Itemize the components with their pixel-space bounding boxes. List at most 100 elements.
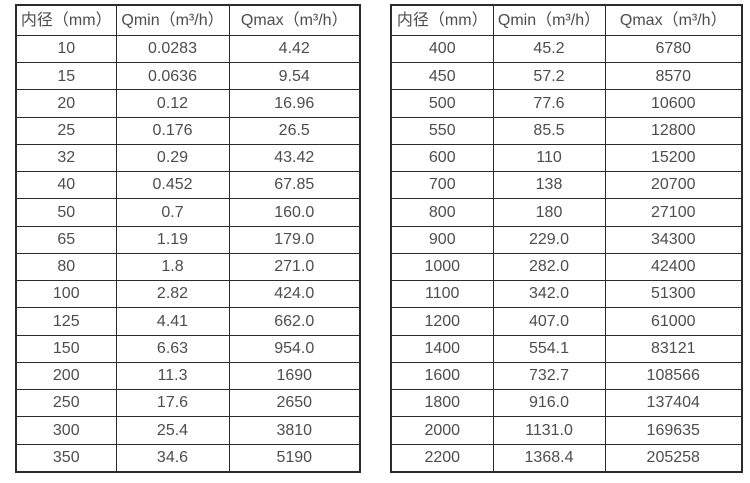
table-cell: 160.0 [228,198,361,227]
table-row: 1200 407.0 61000 [390,307,743,336]
table-cell: 65 [15,225,117,254]
table-row: 2000 1131.0 169635 [390,416,743,445]
table-row: 1000 282.0 42400 [390,252,743,282]
table-row: 400 45.2 6780 [390,34,743,64]
column-header-qmax: Qmax（m³/h） [604,4,743,36]
table-cell: 300 [15,416,117,445]
table-cell: 40 [15,171,117,200]
table-cell: 110 [492,143,606,173]
table-row: 900 229.0 34300 [390,225,743,254]
table-cell: 554.1 [492,334,606,363]
table-row: 125 4.41 662.0 [15,307,361,336]
table-cell: 2200 [390,443,494,473]
column-header-qmin: Qmin（m³/h） [492,4,606,36]
table-row: 350 34.6 5190 [15,443,361,473]
table-cell: 15200 [604,143,743,173]
table-cell: 2.82 [115,280,230,309]
table-row: 50 0.7 160.0 [15,198,361,227]
table-cell: 3810 [228,416,361,445]
table-cell: 10600 [604,89,743,118]
table-cell: 1000 [390,252,494,282]
table-cell: 250 [15,389,117,418]
table-cell: 1800 [390,389,494,418]
table-row: 100 2.82 424.0 [15,280,361,309]
table-cell: 137404 [604,389,743,418]
table-cell: 26.5 [228,116,361,145]
table-cell: 43.42 [228,143,361,173]
table-row: 500 77.6 10600 [390,89,743,118]
table-cell: 27100 [604,198,743,227]
table-cell: 0.452 [115,171,230,200]
table-cell: 6780 [604,34,743,64]
table-row: 200 11.3 1690 [15,361,361,391]
table-cell: 0.29 [115,143,230,173]
flow-spec-table-large-diameters: 内径（mm） Qmin（m³/h） Qmax（m³/h） 400 45.2 6780… [390,4,743,473]
table-cell: 0.7 [115,198,230,227]
table-cell: 2650 [228,389,361,418]
table-cell: 1131.0 [492,416,606,445]
table-cell: 732.7 [492,361,606,391]
table-row: 1600 732.7 108566 [390,361,743,391]
table-cell: 20 [15,89,117,118]
table-cell: 50 [15,198,117,227]
table-cell: 662.0 [228,307,361,336]
table-cell: 0.12 [115,89,230,118]
table-row: 80 1.8 271.0 [15,252,361,282]
table-cell: 138 [492,171,606,200]
table-cell: 179.0 [228,225,361,254]
table-cell: 83121 [604,334,743,363]
table-cell: 80 [15,252,117,282]
table-row: 25 0.176 26.5 [15,116,361,145]
table-row: 700 138 20700 [390,171,743,200]
header-row: 内径（mm） Qmin（m³/h） Qmax（m³/h） [390,4,743,36]
table-cell: 1.19 [115,225,230,254]
header-row: 内径（mm） Qmin（m³/h） Qmax（m³/h） [15,4,361,36]
table-cell: 67.85 [228,171,361,200]
table-row: 20 0.12 16.96 [15,89,361,118]
table-cell: 205258 [604,443,743,473]
table-cell: 34.6 [115,443,230,473]
table-row: 10 0.0283 4.42 [15,34,361,64]
table-cell: 42400 [604,252,743,282]
table-cell: 200 [15,361,117,391]
table-cell: 271.0 [228,252,361,282]
column-header-qmax: Qmax（m³/h） [228,4,361,36]
table-row: 800 180 27100 [390,198,743,227]
table-cell: 10 [15,34,117,64]
table-cell: 424.0 [228,280,361,309]
table-cell: 32 [15,143,117,173]
table-cell: 25.4 [115,416,230,445]
table-cell: 5190 [228,443,361,473]
table-cell: 125 [15,307,117,336]
table-row: 300 25.4 3810 [15,416,361,445]
table-cell: 900 [390,225,494,254]
table-body: 400 45.2 6780 450 57.2 8570 500 77.6 10600 550 85.… [390,34,743,473]
table-row: 32 0.29 43.42 [15,143,361,173]
table-row: 150 6.63 954.0 [15,334,361,363]
table-cell: 12800 [604,116,743,145]
table-cell: 1690 [228,361,361,391]
table-cell: 108566 [604,361,743,391]
column-header-qmin: Qmin（m³/h） [115,4,230,36]
table-cell: 6.63 [115,334,230,363]
table-row: 2200 1368.4 205258 [390,443,743,473]
table-cell: 15 [15,62,117,91]
table-cell: 85.5 [492,116,606,145]
table-cell: 20700 [604,171,743,200]
column-header-diameter: 内径（mm） [15,4,117,36]
table-cell: 17.6 [115,389,230,418]
table-cell: 4.41 [115,307,230,336]
table-cell: 600 [390,143,494,173]
table-cell: 229.0 [492,225,606,254]
table-cell: 1400 [390,334,494,363]
table-cell: 169635 [604,416,743,445]
table-cell: 1368.4 [492,443,606,473]
table-cell: 282.0 [492,252,606,282]
table-cell: 916.0 [492,389,606,418]
table-row: 550 85.5 12800 [390,116,743,145]
table-row: 600 110 15200 [390,143,743,173]
table-cell: 34300 [604,225,743,254]
table-cell: 450 [390,62,494,91]
table-cell: 954.0 [228,334,361,363]
table-cell: 2000 [390,416,494,445]
